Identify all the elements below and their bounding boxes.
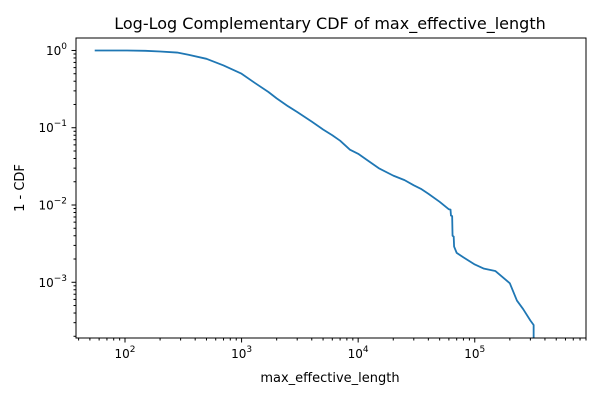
plot-series	[94, 49, 535, 338]
y-tick-label-base: 10	[46, 44, 61, 58]
x-tick-label-exponent: 2	[130, 345, 136, 355]
y-tick-label-exponent: 0	[61, 42, 67, 52]
x-tick-label-base: 10	[348, 347, 363, 361]
x-tick-label: 105	[464, 345, 485, 361]
y-tick-label-base: 10	[38, 121, 53, 135]
y-tick-label-exponent: −2	[54, 197, 67, 207]
chart-title: Log-Log Complementary CDF of max_effecti…	[114, 14, 545, 34]
x-tick-label-exponent: 5	[480, 345, 486, 355]
y-tick-label-base: 10	[38, 276, 53, 290]
y-tick-label: 10−1	[38, 119, 67, 135]
y-axis-label: 1 - CDF	[13, 164, 28, 212]
x-tick-label: 104	[348, 345, 369, 361]
x-axis-label: max_effective_length	[260, 371, 399, 386]
y-tick-label: 10−3	[38, 274, 67, 290]
y-tick-label: 100	[46, 42, 67, 58]
x-tick-label-base: 10	[231, 347, 246, 361]
y-tick-label: 10−2	[38, 197, 67, 213]
axes-frame	[75, 37, 587, 339]
y-tick-label-exponent: −1	[54, 119, 67, 129]
x-tick-label: 103	[231, 345, 252, 361]
x-tick-label-base: 10	[114, 347, 129, 361]
y-tick-label-exponent: −3	[54, 274, 67, 284]
ccdf-series-line	[94, 49, 535, 338]
x-tick-label-exponent: 4	[363, 345, 369, 355]
x-tick-label: 102	[114, 345, 135, 361]
x-tick-label-exponent: 3	[246, 345, 252, 355]
y-tick-label-base: 10	[38, 199, 53, 213]
x-tick-label-base: 10	[464, 347, 479, 361]
